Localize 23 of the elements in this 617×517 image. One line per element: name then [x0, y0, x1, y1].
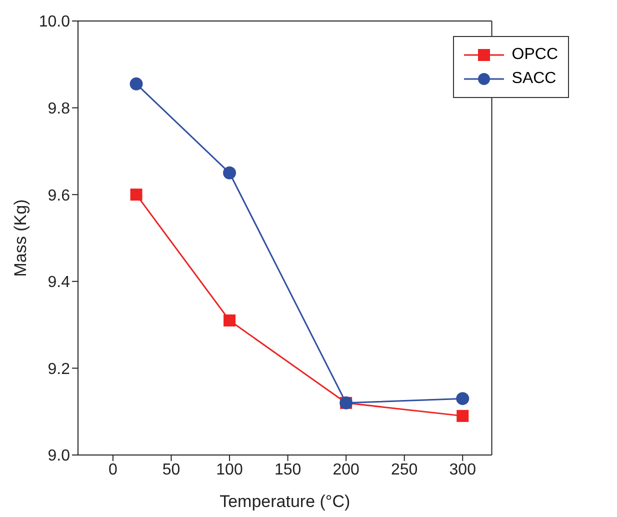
y-tick-label: 9.4 — [48, 274, 70, 292]
x-tick-label: 50 — [162, 461, 180, 478]
legend-label: OPCC — [512, 45, 558, 65]
y-tick-label: 9.8 — [48, 100, 70, 118]
y-tick-label: 10.0 — [38, 14, 70, 31]
y-axis-title: Mass (Kg) — [11, 199, 30, 277]
y-tick-label: 9.2 — [48, 360, 70, 378]
x-tick-label: 250 — [391, 461, 418, 478]
point — [456, 392, 470, 406]
y-tick-label: 9.6 — [48, 187, 70, 204]
x-axis-title: Temperature (°C) — [220, 492, 350, 511]
x-tick-label: 300 — [449, 461, 476, 478]
point — [456, 410, 469, 422]
point — [130, 77, 143, 90]
y-tick-label: 9.0 — [48, 448, 70, 465]
x-tick-label: 0 — [108, 461, 118, 478]
point — [223, 166, 236, 180]
x-tick-label: 150 — [274, 461, 302, 478]
legend-label: SACC — [512, 69, 556, 89]
point — [224, 314, 236, 326]
x-tick-label: 100 — [216, 461, 243, 478]
x-tick-label: 200 — [332, 461, 360, 478]
point — [130, 188, 142, 201]
